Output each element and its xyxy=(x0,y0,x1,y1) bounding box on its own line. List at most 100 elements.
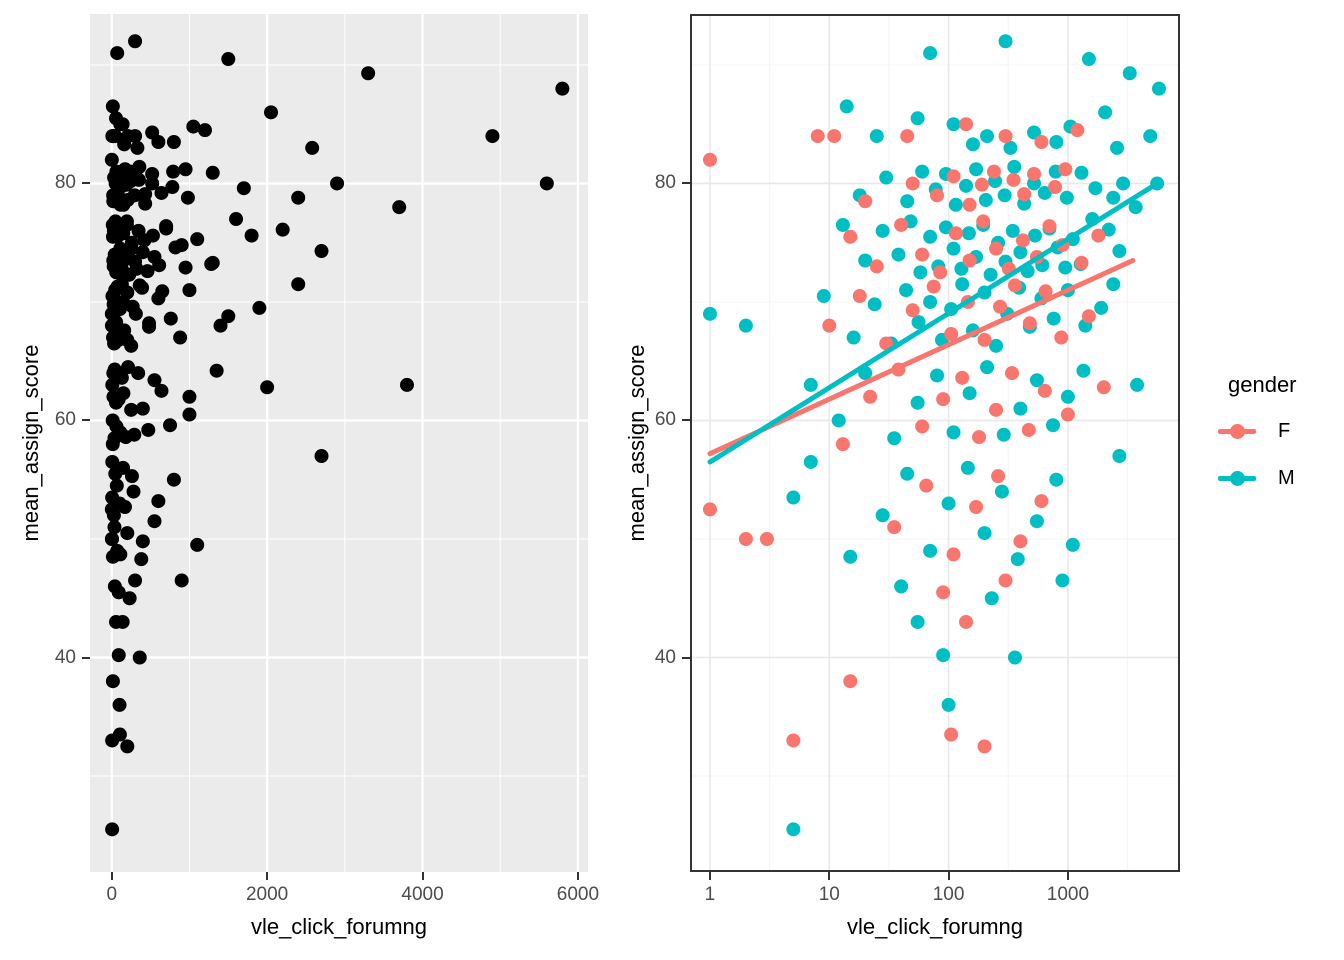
data-point xyxy=(980,360,995,375)
x-axis-title-right: vle_click_forumng xyxy=(846,914,1024,939)
y-tick-label: 80 xyxy=(54,172,76,194)
data-point xyxy=(117,137,132,152)
data-point xyxy=(852,289,867,304)
data-point xyxy=(1006,172,1021,187)
data-point xyxy=(1059,190,1074,205)
data-point xyxy=(1003,140,1018,155)
data-point xyxy=(124,469,139,484)
data-point xyxy=(786,733,801,748)
y-axis-title-left: mean_assign_score xyxy=(18,344,43,542)
y-tick-mark xyxy=(682,419,690,422)
data-point xyxy=(946,547,961,562)
data-point xyxy=(891,247,906,262)
data-point xyxy=(111,585,126,600)
data-point xyxy=(894,217,909,232)
data-point xyxy=(1013,245,1028,260)
data-point xyxy=(946,425,961,440)
data-point xyxy=(314,449,329,464)
x-tick-mark xyxy=(828,872,831,880)
data-point xyxy=(112,697,127,712)
data-point xyxy=(843,549,858,564)
data-point xyxy=(132,278,147,293)
data-point xyxy=(983,267,998,282)
data-point xyxy=(946,241,961,256)
data-point xyxy=(905,303,920,318)
x-tick-label: 100 xyxy=(932,884,965,905)
data-point xyxy=(154,185,169,200)
data-point xyxy=(910,395,925,410)
data-point xyxy=(1088,181,1103,196)
data-point xyxy=(946,117,961,132)
data-point xyxy=(1029,373,1044,388)
data-point xyxy=(702,152,717,167)
data-point xyxy=(197,123,212,138)
data-point xyxy=(135,534,150,549)
data-point xyxy=(936,585,951,600)
data-point xyxy=(978,193,993,208)
data-point xyxy=(1013,534,1028,549)
data-point xyxy=(786,822,801,837)
data-point xyxy=(986,164,1001,179)
data-point xyxy=(1007,278,1022,293)
data-point xyxy=(1046,311,1061,326)
data-point xyxy=(126,484,141,499)
data-point xyxy=(105,454,120,469)
data-point xyxy=(1054,330,1069,345)
data-point xyxy=(962,253,977,268)
data-point xyxy=(1065,537,1080,552)
data-point xyxy=(1151,81,1166,96)
data-point xyxy=(858,253,873,268)
data-point xyxy=(1048,180,1063,195)
data-point xyxy=(140,264,155,279)
data-point xyxy=(1098,105,1113,120)
data-point xyxy=(923,229,938,244)
data-point xyxy=(111,392,126,407)
data-point xyxy=(1022,316,1037,331)
data-point xyxy=(275,222,290,237)
data-point xyxy=(141,422,156,437)
data-point xyxy=(127,188,142,203)
data-point xyxy=(105,674,120,689)
data-point xyxy=(948,197,963,212)
data-point xyxy=(108,129,123,144)
data-point xyxy=(155,284,170,299)
panel-border xyxy=(690,14,1180,872)
x-tick-label: 1000 xyxy=(1046,884,1090,905)
data-point xyxy=(887,520,902,535)
data-point xyxy=(977,526,992,541)
data-point xyxy=(827,129,842,144)
data-point xyxy=(264,105,279,120)
data-point xyxy=(810,129,825,144)
data-point xyxy=(1081,309,1096,324)
data-point xyxy=(1060,407,1075,422)
data-point xyxy=(1005,223,1020,238)
data-point xyxy=(910,614,925,629)
data-point xyxy=(1005,366,1020,381)
data-point xyxy=(120,332,135,347)
data-point xyxy=(1110,140,1125,155)
data-point xyxy=(113,226,128,241)
data-point xyxy=(994,484,1009,499)
data-point xyxy=(137,233,152,248)
x-tick-mark xyxy=(708,872,711,880)
data-point xyxy=(900,129,915,144)
data-point xyxy=(151,494,166,509)
data-point xyxy=(702,306,717,321)
data-point xyxy=(989,338,1004,353)
data-point xyxy=(915,164,930,179)
data-point xyxy=(933,265,948,280)
data-point xyxy=(955,277,970,292)
data-point xyxy=(923,543,938,558)
data-point xyxy=(961,226,976,241)
data-point xyxy=(980,129,995,144)
x-tick-label: 10 xyxy=(818,884,840,905)
trend-line-F xyxy=(707,257,1136,457)
data-point xyxy=(965,137,980,152)
data-point xyxy=(875,223,890,238)
data-point xyxy=(867,297,882,312)
right-plot-panel xyxy=(690,14,1180,872)
data-point xyxy=(910,111,925,126)
data-point xyxy=(759,531,774,546)
data-point xyxy=(166,472,181,487)
data-point xyxy=(229,212,244,227)
